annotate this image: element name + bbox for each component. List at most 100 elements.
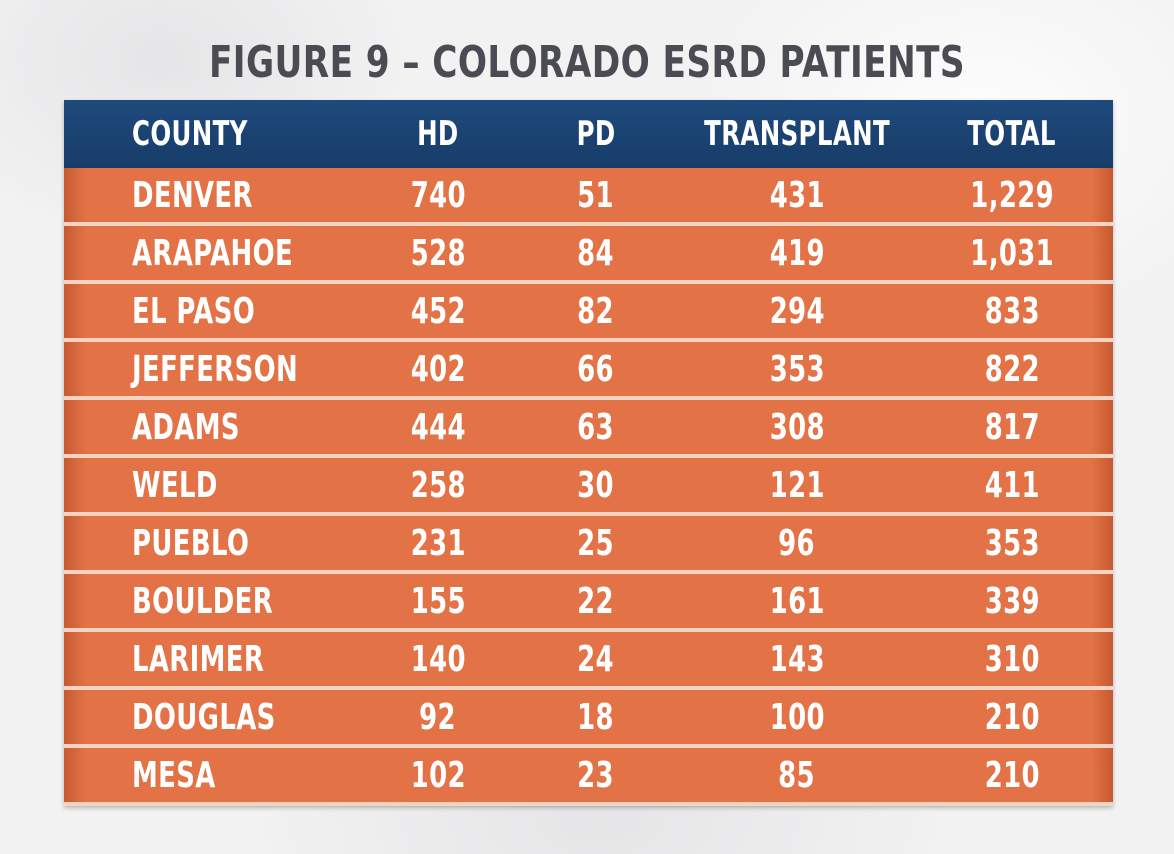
cell-hd: 155: [368, 574, 508, 628]
cell-county: EL PASO: [132, 284, 432, 338]
cell-total-value: 1,229: [970, 174, 1054, 216]
cell-hd: 444: [368, 400, 508, 454]
header-pd: PD: [526, 100, 666, 168]
cell-pd-value: 18: [577, 696, 615, 738]
cell-pd-value: 24: [577, 638, 615, 680]
cell-county-value: PUEBLO: [132, 522, 250, 564]
figure-title: FIGURE 9 – COLORADO ESRD PATIENTS: [208, 37, 966, 88]
cell-hd-value: 452: [410, 290, 466, 332]
header-hd: HD: [368, 100, 508, 168]
cell-hd-value: 740: [410, 174, 466, 216]
table-row: JEFFERSON 402 66 353 822: [64, 342, 1113, 396]
cell-hd-value: 528: [410, 232, 466, 274]
table-row: ADAMS 444 63 308 817: [64, 400, 1113, 454]
cell-hd-value: 258: [410, 464, 466, 506]
cell-county: PUEBLO: [132, 516, 432, 570]
cell-hd: 102: [368, 748, 508, 802]
cell-pd-value: 30: [577, 464, 615, 506]
cell-transplant-value: 419: [769, 232, 825, 274]
table-row: DENVER 740 51 431 1,229: [64, 168, 1113, 222]
cell-transplant-value: 96: [778, 522, 816, 564]
cell-transplant: 85: [647, 748, 947, 802]
cell-county: ADAMS: [132, 400, 432, 454]
cell-total-value: 411: [984, 464, 1040, 506]
cell-total-value: 833: [984, 290, 1040, 332]
cell-transplant-value: 431: [769, 174, 825, 216]
cell-transplant-value: 143: [769, 638, 825, 680]
cell-county: DENVER: [132, 168, 432, 222]
header-hd-label: HD: [417, 114, 459, 154]
cell-total-value: 817: [984, 406, 1040, 448]
cell-pd-value: 84: [577, 232, 615, 274]
cell-transplant: 294: [647, 284, 947, 338]
cell-pd: 24: [526, 632, 666, 686]
cell-transplant: 121: [647, 458, 947, 512]
table-row: PUEBLO 231 25 96 353: [64, 516, 1113, 570]
cell-county: DOUGLAS: [132, 690, 432, 744]
cell-hd: 140: [368, 632, 508, 686]
cell-pd-value: 23: [577, 754, 615, 796]
cell-hd-value: 92: [419, 696, 457, 738]
cell-transplant: 308: [647, 400, 947, 454]
cell-hd: 258: [368, 458, 508, 512]
cell-hd: 231: [368, 516, 508, 570]
cell-pd: 82: [526, 284, 666, 338]
cell-pd: 66: [526, 342, 666, 396]
cell-county-value: ADAMS: [132, 406, 240, 448]
cell-total: 411: [937, 458, 1087, 512]
cell-pd-value: 66: [577, 348, 615, 390]
table-row: DOUGLAS 92 18 100 210: [64, 690, 1113, 744]
esrd-table: COUNTY HD PD TRANSPLANT TOTAL DENVER 740 5…: [64, 100, 1113, 806]
header-pd-label: PD: [576, 114, 616, 154]
cell-total: 822: [937, 342, 1087, 396]
cell-pd-value: 25: [577, 522, 615, 564]
table-row: WELD 258 30 121 411: [64, 458, 1113, 512]
cell-pd: 18: [526, 690, 666, 744]
cell-county-value: LARIMER: [132, 638, 265, 680]
cell-county: BOULDER: [132, 574, 432, 628]
cell-county: JEFFERSON: [132, 342, 432, 396]
cell-total-value: 1,031: [970, 232, 1054, 274]
header-county: COUNTY: [132, 100, 432, 168]
cell-hd-value: 102: [410, 754, 466, 796]
cell-transplant: 431: [647, 168, 947, 222]
cell-total-value: 353: [984, 522, 1040, 564]
cell-total-value: 310: [984, 638, 1040, 680]
cell-total: 353: [937, 516, 1087, 570]
cell-transplant-value: 121: [769, 464, 825, 506]
cell-pd: 63: [526, 400, 666, 454]
cell-county-value: DOUGLAS: [132, 696, 276, 738]
cell-hd: 92: [368, 690, 508, 744]
cell-total: 210: [937, 690, 1087, 744]
cell-total: 833: [937, 284, 1087, 338]
header-total-label: TOTAL: [967, 114, 1057, 154]
cell-pd: 51: [526, 168, 666, 222]
cell-total-value: 339: [984, 580, 1040, 622]
cell-county-value: MESA: [132, 754, 216, 796]
cell-total: 1,229: [937, 168, 1087, 222]
cell-hd-value: 155: [410, 580, 466, 622]
cell-total-value: 210: [984, 754, 1040, 796]
table-row: LARIMER 140 24 143 310: [64, 632, 1113, 686]
cell-county: ARAPAHOE: [132, 226, 432, 280]
table-header-row: COUNTY HD PD TRANSPLANT TOTAL: [64, 100, 1113, 168]
header-total: TOTAL: [937, 100, 1087, 168]
cell-transplant: 100: [647, 690, 947, 744]
cell-transplant-value: 161: [769, 580, 825, 622]
cell-transplant-value: 85: [778, 754, 816, 796]
header-county-label: COUNTY: [132, 114, 248, 154]
cell-total: 339: [937, 574, 1087, 628]
cell-hd: 452: [368, 284, 508, 338]
cell-total: 1,031: [937, 226, 1087, 280]
cell-hd-value: 402: [410, 348, 466, 390]
header-transplant-label: TRANSPLANT: [704, 114, 890, 154]
cell-hd: 528: [368, 226, 508, 280]
cell-pd-value: 51: [577, 174, 615, 216]
cell-transplant-value: 100: [769, 696, 825, 738]
cell-county-value: WELD: [132, 464, 218, 506]
cell-total-value: 822: [984, 348, 1040, 390]
cell-transplant-value: 308: [769, 406, 825, 448]
cell-hd-value: 140: [410, 638, 466, 680]
table-row: BOULDER 155 22 161 339: [64, 574, 1113, 628]
cell-transplant: 161: [647, 574, 947, 628]
